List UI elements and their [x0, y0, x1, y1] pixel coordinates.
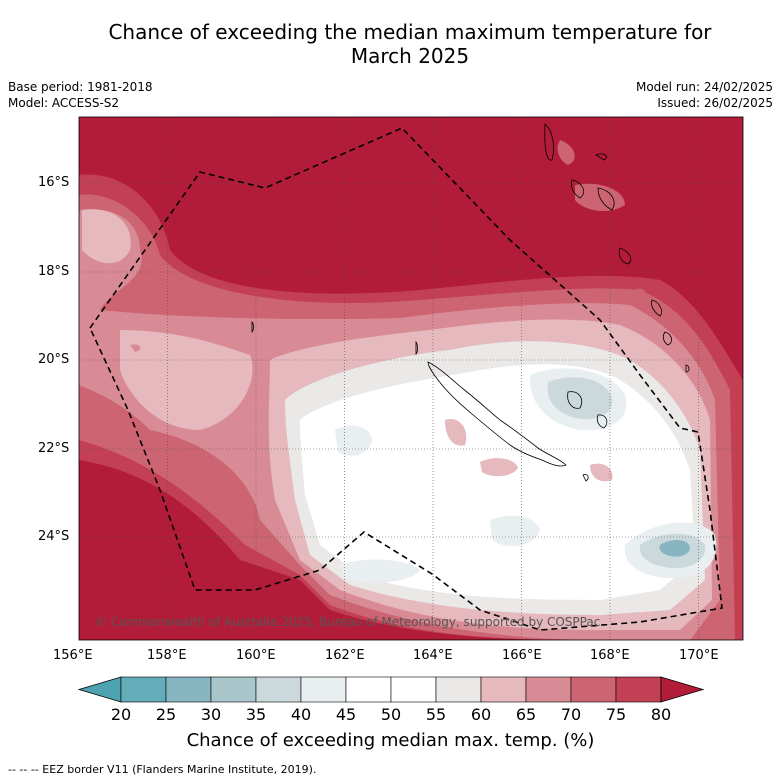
eez-border [89, 127, 723, 631]
issued-date: Issued: 26/02/2025 [657, 96, 773, 110]
lat-tick-24: 24°S [38, 529, 70, 544]
colorbar-bin [120, 676, 167, 703]
model-name: Model: ACCESS-S2 [8, 96, 120, 110]
colorbar-bin [570, 676, 617, 703]
colorbar-tick-label: 35 [245, 705, 267, 724]
colorbar-tick-label: 75 [605, 705, 627, 724]
colorbar-bin [480, 676, 527, 703]
colorbar-tick-label: 30 [200, 705, 222, 724]
lat-tick-22: 22°S [38, 441, 70, 456]
region-70-top [557, 140, 646, 305]
lon-tick-170: 170°E [679, 648, 719, 663]
lon-tick-164: 164°E [413, 648, 453, 663]
title-line-2: March 2025 [350, 44, 470, 68]
vanuatu-islands [544, 123, 690, 373]
loyalty-islands [567, 391, 608, 482]
colorbar-bin [345, 676, 392, 703]
colorbar-tick-label: 80 [650, 705, 672, 724]
region-40-west [335, 425, 540, 583]
colorbar-bin [210, 676, 257, 703]
lon-tick-156: 156°E [53, 648, 93, 663]
lon-tick-168: 168°E [590, 648, 630, 663]
meta-right: Model run: 24/02/2025 Issued: 26/02/2025 [636, 79, 773, 111]
colorbar-bin [390, 676, 437, 703]
lon-tick-160: 160°E [236, 648, 276, 663]
colorbar-tick-label: 45 [335, 705, 357, 724]
colorbar-bin [525, 676, 572, 703]
region-65-west [130, 344, 237, 460]
colorbar-bin [165, 676, 212, 703]
region-60-east [445, 419, 613, 482]
colorbar-tick-label: 50 [380, 705, 402, 724]
coastlines [251, 123, 690, 482]
lon-tick-162: 162°E [325, 648, 365, 663]
colorbar-label: Chance of exceeding median max. temp. (%… [186, 730, 595, 751]
colorbar-tick-label: 60 [470, 705, 492, 724]
new-caledonia-mainland [427, 361, 567, 467]
colorbar-tick-label: 55 [425, 705, 447, 724]
colorbar-bin [615, 676, 662, 703]
copyright-watermark: © Commonwealth of Australia 2025, Bureau… [95, 615, 600, 629]
lat-tick-16: 16°S [38, 175, 70, 190]
region-35-north [547, 377, 613, 420]
map-frame [78, 116, 744, 641]
colorbar-bin [300, 676, 347, 703]
meta-left: Base period: 1981-2018 Model: ACCESS-S2 [8, 79, 153, 111]
region-25-south [659, 539, 690, 557]
lat-tick-20: 20°S [38, 352, 70, 367]
colorbar-tick-label: 40 [290, 705, 312, 724]
colorbar-bin [255, 676, 302, 703]
model-run: Model run: 24/02/2025 [635, 80, 773, 94]
colorbar-tick-label: 25 [155, 705, 177, 724]
colorbar-tick-label: 20 [110, 705, 132, 724]
colorbar-low-extension [77, 676, 122, 703]
colorbar-bin [435, 676, 482, 703]
lat-tick-18: 18°S [38, 264, 70, 279]
small-islets [251, 321, 418, 355]
lon-tick-158: 158°E [147, 648, 187, 663]
colorbar-tick-label: 70 [560, 705, 582, 724]
map-title: Chance of exceeding the median maximum t… [40, 20, 780, 68]
graticule [79, 117, 743, 640]
colorbar-high-extension [660, 676, 705, 703]
eez-legend: -- -- -- EEZ border V11 (Flanders Marine… [8, 763, 317, 776]
colorbar [77, 676, 705, 703]
colorbar-tick-label: 65 [515, 705, 537, 724]
lon-tick-166: 166°E [502, 648, 542, 663]
base-period: Base period: 1981-2018 [8, 80, 153, 94]
probability-field [79, 117, 743, 640]
title-line-1: Chance of exceeding the median maximum t… [108, 20, 712, 44]
